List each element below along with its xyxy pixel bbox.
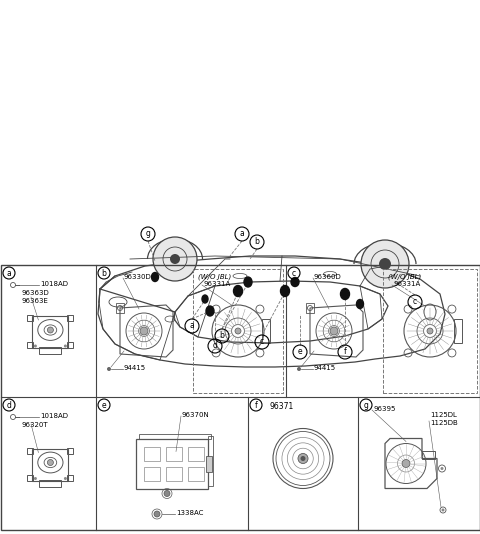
Text: a: a bbox=[7, 269, 12, 278]
Bar bbox=[27, 315, 34, 321]
Circle shape bbox=[64, 477, 67, 480]
Bar bbox=[144, 467, 160, 481]
Bar bbox=[166, 467, 182, 481]
Circle shape bbox=[164, 491, 170, 497]
Bar bbox=[306, 303, 314, 313]
Text: f: f bbox=[254, 400, 257, 410]
Text: d: d bbox=[213, 342, 217, 350]
Text: 96363D: 96363D bbox=[21, 290, 49, 296]
Text: c: c bbox=[292, 269, 296, 278]
Bar bbox=[67, 315, 73, 321]
Circle shape bbox=[442, 508, 444, 512]
Text: b: b bbox=[254, 238, 259, 247]
Bar bbox=[67, 447, 73, 453]
Text: 96320T: 96320T bbox=[21, 422, 48, 428]
Ellipse shape bbox=[340, 288, 349, 300]
Bar bbox=[188, 446, 204, 460]
Bar bbox=[208, 436, 213, 485]
Text: 94415: 94415 bbox=[314, 365, 336, 371]
Bar bbox=[136, 438, 208, 489]
Bar bbox=[67, 475, 73, 481]
Ellipse shape bbox=[280, 286, 289, 296]
Text: f: f bbox=[344, 348, 347, 357]
Circle shape bbox=[48, 327, 53, 333]
Ellipse shape bbox=[291, 278, 299, 287]
Circle shape bbox=[154, 511, 160, 517]
Bar bbox=[144, 446, 160, 460]
Circle shape bbox=[48, 459, 53, 466]
Circle shape bbox=[297, 367, 301, 371]
Bar bbox=[39, 480, 61, 486]
Bar bbox=[188, 467, 204, 481]
Circle shape bbox=[153, 237, 197, 281]
Text: d: d bbox=[7, 400, 12, 410]
Text: 1338AC: 1338AC bbox=[176, 510, 204, 516]
Bar bbox=[27, 342, 34, 348]
Bar bbox=[139, 434, 211, 438]
Text: c: c bbox=[413, 297, 417, 307]
Bar bbox=[206, 456, 212, 472]
Text: b: b bbox=[102, 269, 107, 278]
Bar bbox=[454, 319, 462, 343]
Bar bbox=[27, 475, 34, 481]
Circle shape bbox=[34, 477, 37, 480]
Text: 96370N: 96370N bbox=[182, 412, 210, 418]
Text: g: g bbox=[145, 230, 150, 239]
Text: 96395: 96395 bbox=[373, 406, 396, 412]
Text: 1018AD: 1018AD bbox=[40, 413, 68, 419]
Text: e: e bbox=[102, 400, 106, 410]
Circle shape bbox=[298, 453, 308, 464]
Bar bbox=[39, 347, 61, 354]
Text: 96331A: 96331A bbox=[203, 281, 230, 287]
Circle shape bbox=[140, 327, 148, 335]
Circle shape bbox=[330, 327, 338, 335]
Bar bbox=[1, 265, 480, 530]
Bar bbox=[383, 269, 477, 393]
Ellipse shape bbox=[244, 277, 252, 287]
Text: 96363E: 96363E bbox=[21, 298, 48, 304]
Text: 1125DB: 1125DB bbox=[430, 420, 458, 426]
Text: (W/O JBL): (W/O JBL) bbox=[198, 273, 231, 279]
Bar bbox=[262, 319, 270, 343]
Circle shape bbox=[361, 240, 409, 288]
Text: 96330D: 96330D bbox=[124, 274, 152, 280]
Text: 96331A: 96331A bbox=[393, 281, 420, 287]
Text: 96371: 96371 bbox=[270, 402, 294, 411]
Bar bbox=[67, 342, 73, 348]
Bar bbox=[422, 451, 435, 459]
Bar bbox=[32, 449, 69, 481]
Ellipse shape bbox=[357, 300, 363, 309]
Text: b: b bbox=[219, 332, 225, 341]
Circle shape bbox=[170, 254, 180, 264]
Text: c: c bbox=[260, 337, 264, 347]
Text: (W/O JBL): (W/O JBL) bbox=[388, 273, 421, 279]
Circle shape bbox=[402, 459, 410, 467]
Ellipse shape bbox=[206, 306, 214, 316]
Circle shape bbox=[441, 467, 444, 470]
Text: 94415: 94415 bbox=[124, 365, 146, 371]
Circle shape bbox=[107, 367, 111, 371]
Bar bbox=[32, 316, 69, 348]
Text: 1125DL: 1125DL bbox=[430, 412, 457, 418]
Text: a: a bbox=[240, 230, 244, 239]
Bar bbox=[27, 447, 34, 453]
Circle shape bbox=[427, 328, 433, 334]
Ellipse shape bbox=[202, 295, 208, 303]
Circle shape bbox=[379, 258, 391, 270]
Circle shape bbox=[34, 344, 37, 348]
Bar bbox=[116, 303, 124, 313]
Circle shape bbox=[300, 456, 305, 461]
Text: 1018AD: 1018AD bbox=[40, 281, 68, 287]
Text: a: a bbox=[190, 321, 194, 331]
Bar bbox=[166, 446, 182, 460]
Text: g: g bbox=[363, 400, 369, 410]
Circle shape bbox=[235, 328, 241, 334]
Text: e: e bbox=[298, 348, 302, 357]
Bar bbox=[193, 269, 283, 393]
Ellipse shape bbox=[152, 272, 158, 281]
Ellipse shape bbox=[233, 286, 242, 296]
Text: 96360D: 96360D bbox=[314, 274, 342, 280]
Circle shape bbox=[64, 344, 67, 348]
